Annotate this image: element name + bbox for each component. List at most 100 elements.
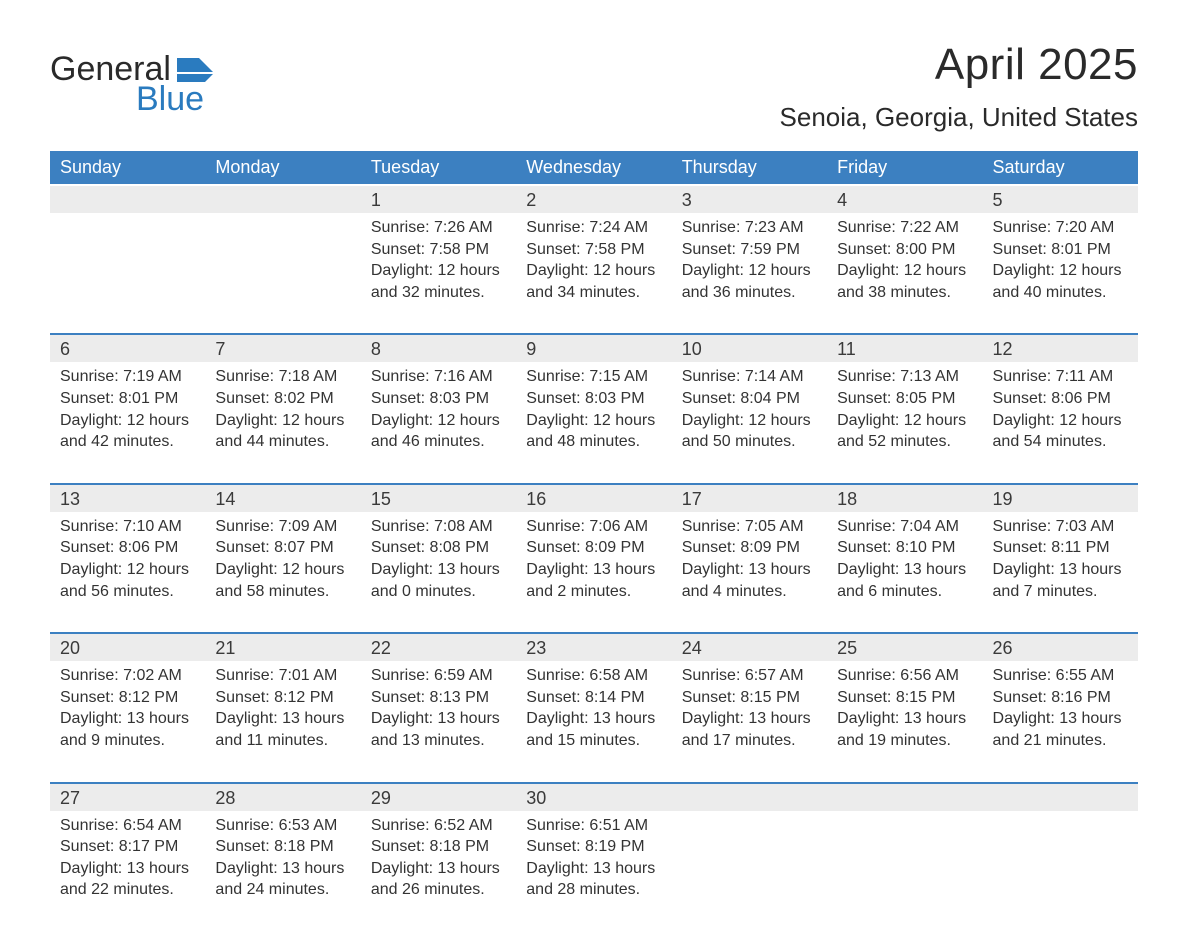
sunset-text: Sunset: 8:15 PM [682,687,817,709]
day-body-cell: Sunrise: 6:52 AMSunset: 8:18 PMDaylight:… [361,811,516,929]
day-number-cell: 15 [361,485,516,512]
day-body-cell: Sunrise: 7:20 AMSunset: 8:01 PMDaylight:… [983,213,1138,331]
day-number-row: 6789101112 [50,333,1138,362]
sunrise-text: Sunrise: 6:53 AM [215,815,350,837]
sunset-text: Sunset: 8:11 PM [993,537,1128,559]
sunrise-text: Sunrise: 7:15 AM [526,366,661,388]
daylight-text: Daylight: 12 hours and 48 minutes. [526,410,661,453]
sunrise-text: Sunrise: 6:56 AM [837,665,972,687]
sunrise-text: Sunrise: 7:04 AM [837,516,972,538]
day-number-row: 12345 [50,186,1138,213]
weekday-header-cell: Friday [827,151,982,184]
day-body-row: Sunrise: 7:19 AMSunset: 8:01 PMDaylight:… [50,362,1138,480]
sunrise-text: Sunrise: 6:52 AM [371,815,506,837]
weekday-header-cell: Monday [205,151,360,184]
sunset-text: Sunset: 8:12 PM [60,687,195,709]
sunrise-text: Sunrise: 7:05 AM [682,516,817,538]
daylight-text: Daylight: 13 hours and 6 minutes. [837,559,972,602]
daylight-text: Daylight: 12 hours and 38 minutes. [837,260,972,303]
weekday-header-cell: Saturday [983,151,1138,184]
day-number-cell: 7 [205,335,360,362]
sunset-text: Sunset: 8:12 PM [215,687,350,709]
day-number-row: 20212223242526 [50,632,1138,661]
sunset-text: Sunset: 8:01 PM [60,388,195,410]
day-body-cell: Sunrise: 7:09 AMSunset: 8:07 PMDaylight:… [205,512,360,630]
day-body-cell: Sunrise: 7:08 AMSunset: 8:08 PMDaylight:… [361,512,516,630]
sunrise-text: Sunrise: 7:20 AM [993,217,1128,239]
day-body-cell: Sunrise: 7:22 AMSunset: 8:00 PMDaylight:… [827,213,982,331]
day-number-cell: 20 [50,634,205,661]
week-row: 12345Sunrise: 7:26 AMSunset: 7:58 PMDayl… [50,186,1138,331]
daylight-text: Daylight: 13 hours and 26 minutes. [371,858,506,901]
day-body-cell: Sunrise: 7:02 AMSunset: 8:12 PMDaylight:… [50,661,205,779]
sunset-text: Sunset: 8:00 PM [837,239,972,261]
day-body-cell: Sunrise: 7:14 AMSunset: 8:04 PMDaylight:… [672,362,827,480]
day-body-cell: Sunrise: 6:57 AMSunset: 8:15 PMDaylight:… [672,661,827,779]
daylight-text: Daylight: 13 hours and 19 minutes. [837,708,972,751]
day-body-cell: Sunrise: 7:05 AMSunset: 8:09 PMDaylight:… [672,512,827,630]
day-number-cell: 4 [827,186,982,213]
sunset-text: Sunset: 8:19 PM [526,836,661,858]
day-body-row: Sunrise: 7:02 AMSunset: 8:12 PMDaylight:… [50,661,1138,779]
day-body-cell: Sunrise: 6:56 AMSunset: 8:15 PMDaylight:… [827,661,982,779]
day-number-cell: 26 [983,634,1138,661]
sunrise-text: Sunrise: 7:03 AM [993,516,1128,538]
daylight-text: Daylight: 12 hours and 56 minutes. [60,559,195,602]
day-number-row: 27282930 [50,782,1138,811]
day-number-cell: 10 [672,335,827,362]
sunrise-text: Sunrise: 7:01 AM [215,665,350,687]
day-number-cell: 3 [672,186,827,213]
daylight-text: Daylight: 13 hours and 17 minutes. [682,708,817,751]
sunrise-text: Sunrise: 7:23 AM [682,217,817,239]
sunrise-text: Sunrise: 7:19 AM [60,366,195,388]
weekday-header-cell: Thursday [672,151,827,184]
sunrise-text: Sunrise: 7:02 AM [60,665,195,687]
sunset-text: Sunset: 8:06 PM [993,388,1128,410]
sunset-text: Sunset: 8:03 PM [526,388,661,410]
day-body-cell: Sunrise: 7:23 AMSunset: 7:59 PMDaylight:… [672,213,827,331]
logo-text-2: Blue [136,82,204,116]
day-body-cell: Sunrise: 7:10 AMSunset: 8:06 PMDaylight:… [50,512,205,630]
day-body-cell: Sunrise: 6:55 AMSunset: 8:16 PMDaylight:… [983,661,1138,779]
sunset-text: Sunset: 7:59 PM [682,239,817,261]
sunrise-text: Sunrise: 7:09 AM [215,516,350,538]
weekday-header-cell: Wednesday [516,151,671,184]
day-body-cell: Sunrise: 7:16 AMSunset: 8:03 PMDaylight:… [361,362,516,480]
day-number-cell: 27 [50,784,205,811]
sunset-text: Sunset: 8:13 PM [371,687,506,709]
sunrise-text: Sunrise: 7:24 AM [526,217,661,239]
header: General Blue April 2025 Senoia, Georgia,… [50,40,1138,133]
sunset-text: Sunset: 8:06 PM [60,537,195,559]
daylight-text: Daylight: 12 hours and 42 minutes. [60,410,195,453]
sunrise-text: Sunrise: 7:13 AM [837,366,972,388]
day-body-cell: Sunrise: 6:53 AMSunset: 8:18 PMDaylight:… [205,811,360,929]
day-body-cell [672,811,827,929]
day-number-cell: 2 [516,186,671,213]
page-title: April 2025 [780,40,1138,90]
day-number-cell [50,186,205,213]
day-number-cell [827,784,982,811]
daylight-text: Daylight: 13 hours and 13 minutes. [371,708,506,751]
sunset-text: Sunset: 8:08 PM [371,537,506,559]
day-body-cell: Sunrise: 6:54 AMSunset: 8:17 PMDaylight:… [50,811,205,929]
daylight-text: Daylight: 12 hours and 52 minutes. [837,410,972,453]
daylight-text: Daylight: 12 hours and 40 minutes. [993,260,1128,303]
daylight-text: Daylight: 13 hours and 15 minutes. [526,708,661,751]
day-body-row: Sunrise: 7:10 AMSunset: 8:06 PMDaylight:… [50,512,1138,630]
sunrise-text: Sunrise: 6:51 AM [526,815,661,837]
sunset-text: Sunset: 8:14 PM [526,687,661,709]
sunrise-text: Sunrise: 6:55 AM [993,665,1128,687]
day-body-cell [50,213,205,331]
day-body-cell: Sunrise: 6:58 AMSunset: 8:14 PMDaylight:… [516,661,671,779]
day-number-cell: 1 [361,186,516,213]
sunset-text: Sunset: 7:58 PM [371,239,506,261]
sunrise-text: Sunrise: 7:10 AM [60,516,195,538]
day-number-cell [983,784,1138,811]
daylight-text: Daylight: 12 hours and 34 minutes. [526,260,661,303]
day-body-cell [827,811,982,929]
sunset-text: Sunset: 8:18 PM [371,836,506,858]
day-number-cell: 30 [516,784,671,811]
day-body-cell [983,811,1138,929]
sunrise-text: Sunrise: 7:18 AM [215,366,350,388]
day-number-cell: 5 [983,186,1138,213]
